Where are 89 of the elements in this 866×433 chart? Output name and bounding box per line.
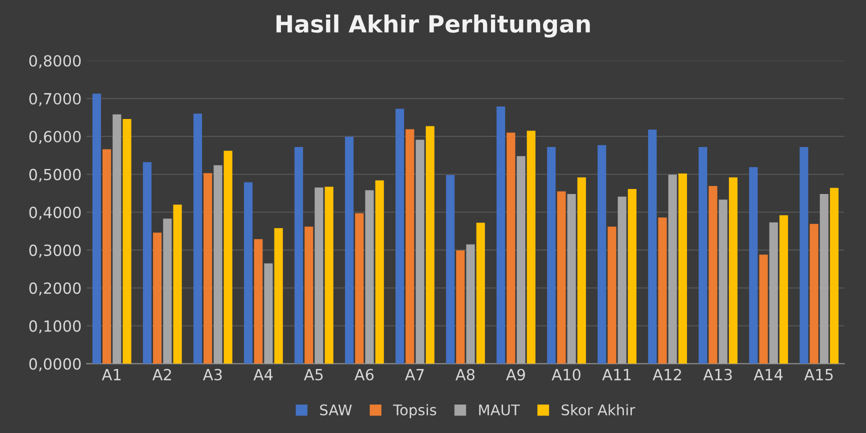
bar xyxy=(456,250,465,364)
bar xyxy=(628,189,636,364)
bar xyxy=(506,132,516,364)
bar xyxy=(820,194,828,364)
bar xyxy=(304,226,314,364)
bar xyxy=(577,177,586,364)
bar xyxy=(476,222,485,364)
x-tick-label: A14 xyxy=(754,369,783,380)
bar xyxy=(244,182,253,364)
bar xyxy=(608,226,616,364)
bar xyxy=(375,180,384,364)
bar xyxy=(365,190,374,364)
bar xyxy=(163,218,172,364)
bar xyxy=(193,114,202,364)
y-tick-label: 0,1000 xyxy=(29,320,81,334)
bar xyxy=(406,129,414,364)
x-tick-label: A6 xyxy=(354,368,374,380)
bar xyxy=(779,215,788,364)
bar xyxy=(516,156,526,364)
bar xyxy=(698,147,708,364)
x-tick-label: A3 xyxy=(202,368,222,380)
x-tick-label: A1 xyxy=(102,369,121,380)
x-tick-label: A12 xyxy=(652,368,681,380)
bar xyxy=(708,186,718,364)
x-tick-label: A15 xyxy=(804,369,833,380)
bar xyxy=(567,194,576,364)
bar xyxy=(810,224,818,364)
legend-label: Skor Akhir xyxy=(562,404,636,416)
bar xyxy=(678,174,687,364)
chart-title: Hasil Akhir Perhitungan xyxy=(276,14,590,38)
bar xyxy=(618,196,626,364)
bar xyxy=(416,140,424,364)
legend-label: SAW xyxy=(320,404,352,416)
x-tick-label: A13 xyxy=(703,368,732,380)
bar xyxy=(648,130,657,364)
x-tick-label: A4 xyxy=(253,369,273,380)
y-tick-label: 0,0000 xyxy=(29,358,81,372)
bar xyxy=(224,150,232,364)
bar xyxy=(749,167,758,364)
x-tick-label: A10 xyxy=(552,368,580,380)
bar xyxy=(314,188,324,364)
bar xyxy=(102,149,112,364)
bar xyxy=(153,232,162,364)
bar xyxy=(173,204,182,364)
x-tick-label: A9 xyxy=(506,368,526,380)
x-tick-label: A2 xyxy=(152,368,171,380)
bar xyxy=(668,174,677,364)
bar xyxy=(344,136,354,364)
bar xyxy=(112,114,122,364)
bar xyxy=(557,191,566,364)
bar xyxy=(396,108,404,364)
y-tick-label: 0,5000 xyxy=(29,168,81,182)
y-tick-label: 0,2000 xyxy=(29,282,81,296)
bar xyxy=(142,162,152,364)
x-tick-label: A8 xyxy=(456,368,475,380)
x-tick-label: A7 xyxy=(404,369,424,380)
bar xyxy=(466,244,475,364)
bar xyxy=(759,254,768,364)
legend-label: Topsis xyxy=(393,404,436,418)
bar xyxy=(718,200,728,364)
bar xyxy=(547,147,556,364)
bar xyxy=(830,188,839,364)
bar xyxy=(122,118,132,364)
bar xyxy=(274,228,283,364)
y-tick-label: 0,8000 xyxy=(29,55,81,68)
bar xyxy=(526,130,536,364)
bar xyxy=(355,213,364,364)
y-tick-label: 0,4000 xyxy=(29,206,81,220)
bar xyxy=(324,186,334,364)
bar xyxy=(728,177,738,364)
bar xyxy=(214,165,222,364)
bar xyxy=(426,126,434,364)
x-tick-label: A11 xyxy=(602,369,631,380)
bar xyxy=(769,222,778,364)
y-tick-label: 0,6000 xyxy=(29,130,81,144)
bar xyxy=(254,239,263,364)
bar xyxy=(264,263,273,364)
bar xyxy=(658,217,667,364)
y-tick-label: 0,7000 xyxy=(29,92,81,106)
bar xyxy=(204,173,212,364)
x-tick-label: A5 xyxy=(304,369,323,380)
bar xyxy=(598,145,606,364)
y-tick-label: 0,3000 xyxy=(29,244,81,258)
bar xyxy=(496,106,506,364)
bar xyxy=(800,147,808,364)
bar xyxy=(294,147,304,364)
bar xyxy=(446,175,455,364)
legend-label: MAUT xyxy=(479,404,520,416)
bar xyxy=(92,94,101,364)
